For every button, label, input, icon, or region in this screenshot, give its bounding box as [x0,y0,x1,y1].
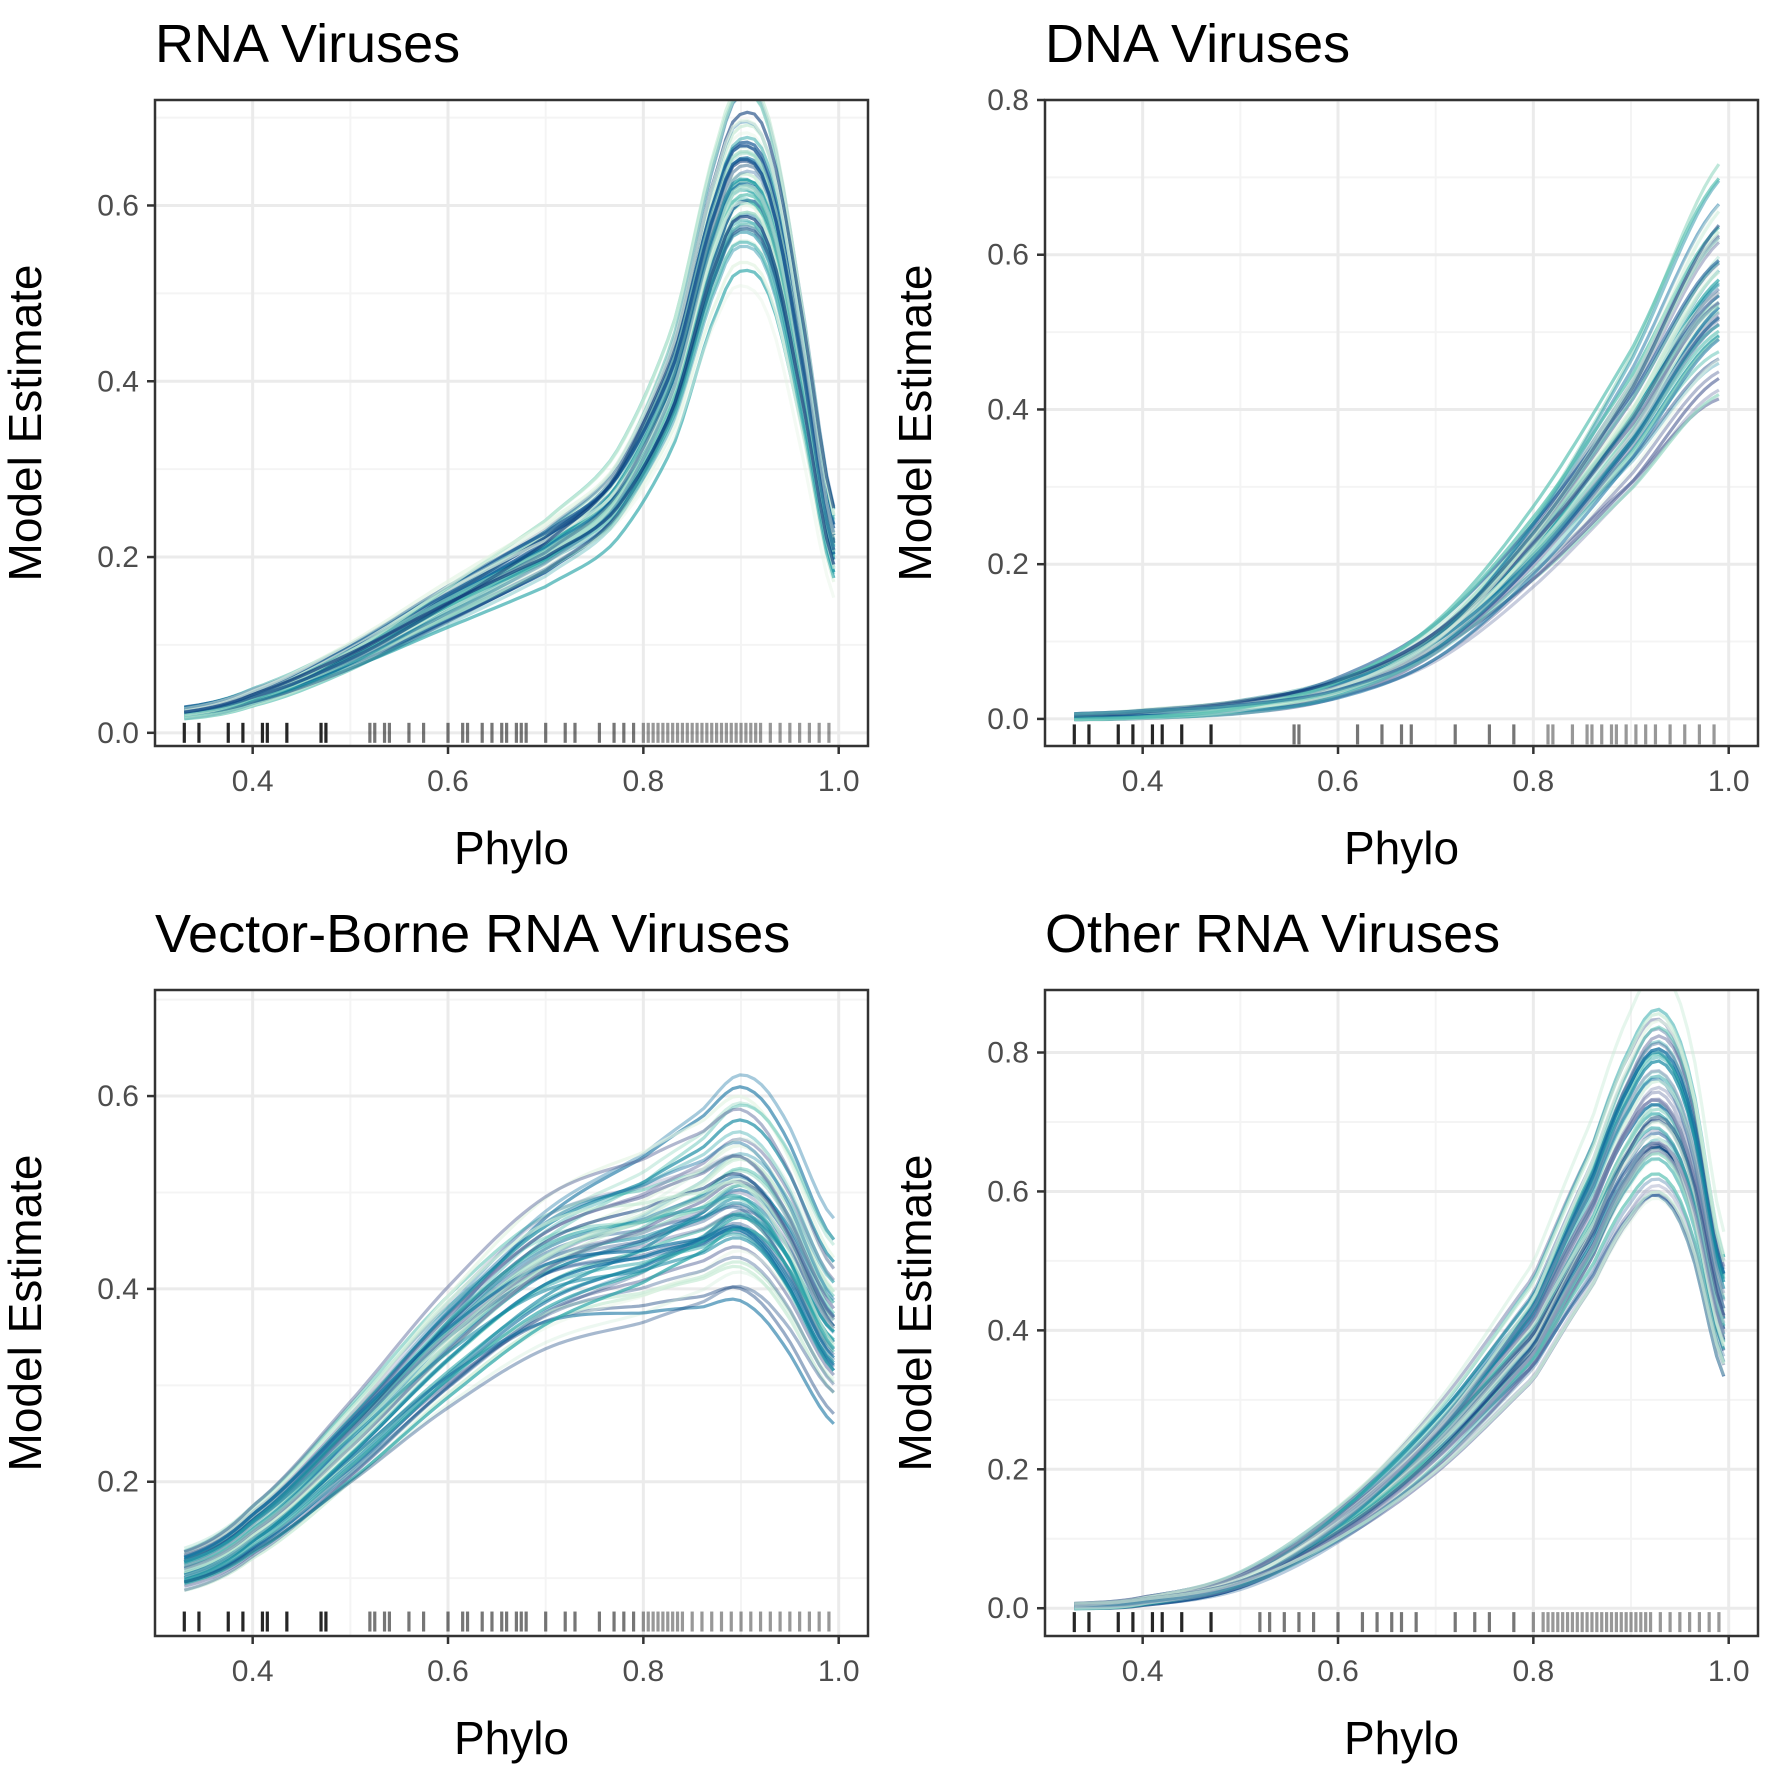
panel-1: 0.4 0.6 0.8 1.0 0.0 0.2 0.4 0.6 RNA Viruses Phylo… [0,14,870,874]
model-curve [183,1179,836,1570]
model-curve [183,1107,836,1554]
y-tick-label: 0.2 [987,1453,1029,1486]
panel-4: 0.4 0.6 0.8 1.0 0.0 0.2 0.4 0.6 0.8 Other RNA Vir… [889,904,1760,1764]
panel-title: DNA Viruses [1045,14,1350,74]
y-tick-label: 0.6 [97,1080,139,1113]
model-curve [184,169,836,714]
x-tick-label: 1.0 [818,1655,860,1688]
model-curve [183,1215,835,1583]
model-curve [184,214,836,714]
panel-border [1043,98,1760,748]
y-tick-label: 0.2 [97,1466,139,1499]
y-tick-label: 0.8 [987,84,1029,117]
y-axis-label: Model Estimate [889,264,941,581]
y-tick-label: 0.6 [97,189,139,222]
model-curve [183,1284,835,1584]
model-curve [1074,316,1720,716]
x-axis-label: Phylo [454,1712,569,1764]
rug [1072,724,1716,745]
model-curve [1074,1011,1726,1608]
y-tick-label: 0.4 [987,1314,1029,1347]
panel-title: RNA Viruses [155,14,460,74]
panel-background [155,100,868,746]
y-axis-label: Model Estimate [0,1154,51,1471]
model-curve [183,1224,836,1559]
x-tick-label: 1.0 [1708,1655,1750,1688]
curve-ensemble [184,100,836,721]
panel-title: Other RNA Viruses [1045,904,1500,964]
y-tick-label: 0.0 [987,703,1029,736]
model-curve [183,1226,835,1585]
x-tick-label: 1.0 [818,765,860,798]
y-tick-label: 0.4 [97,1273,139,1306]
y-tick-label: 0.0 [97,717,139,750]
x-axis-label: Phylo [454,822,569,874]
model-curve [1074,323,1720,720]
model-curve [183,1179,836,1557]
rug [182,1611,831,1632]
x-tick-label: 0.8 [622,765,664,798]
panel-title: Vector-Borne RNA Viruses [155,904,790,964]
x-tick-label: 0.6 [1317,1655,1359,1688]
model-curve [1074,1059,1726,1607]
x-tick-label: 0.8 [1512,1655,1554,1688]
x-axis-label: Phylo [1344,1712,1459,1764]
model-curve [183,1183,835,1577]
x-tick-label: 1.0 [1708,765,1750,798]
x-tick-label: 0.6 [1317,765,1359,798]
model-curve [183,1193,836,1565]
model-curve [184,227,836,716]
x-tick-label: 0.4 [232,1655,274,1688]
x-tick-label: 0.8 [1512,765,1554,798]
model-curve [183,1103,836,1568]
model-curve [183,1297,835,1577]
model-curve [183,1137,835,1572]
y-tick-label: 0.0 [987,1592,1029,1625]
model-curve [183,1130,836,1571]
model-curve [183,1236,835,1564]
y-tick-label: 0.2 [987,548,1029,581]
model-curve [183,1179,836,1578]
x-tick-label: 0.6 [427,1655,469,1688]
panel-border [1043,988,1760,1638]
x-tick-label: 0.6 [427,765,469,798]
model-curve [183,1213,835,1581]
panel-3: 0.4 0.6 0.8 1.0 0.2 0.4 0.6 Vector-Borne RNA Vi… [0,904,870,1764]
model-curve [183,1285,835,1585]
rug [182,722,831,743]
curve-ensemble [1074,163,1721,722]
curve-ensemble [1074,990,1726,1611]
y-axis-label: Model Estimate [0,264,51,581]
x-tick-label: 0.8 [622,1655,664,1688]
y-tick-label: 0.4 [987,393,1029,426]
y-tick-label: 0.2 [97,541,139,574]
x-tick-label: 0.4 [232,765,274,798]
model-curve [1074,177,1721,721]
model-curve [1074,1190,1726,1606]
model-curve [1074,333,1720,716]
x-tick-label: 0.4 [1122,765,1164,798]
y-axis-label: Model Estimate [889,1154,941,1471]
y-tick-label: 0.6 [987,239,1029,272]
rug [1072,1612,1721,1633]
model-curve [184,220,836,715]
panel-border [153,98,870,748]
model-curve [183,1264,835,1593]
panel-border [153,988,870,1638]
model-curve [1074,1069,1726,1608]
y-tick-label: 0.6 [987,1175,1029,1208]
x-axis-label: Phylo [1344,822,1459,874]
y-tick-label: 0.8 [987,1037,1029,1070]
x-tick-label: 0.4 [1122,1655,1164,1688]
y-tick-label: 0.4 [97,365,139,398]
curve-ensemble [183,1073,836,1593]
panel-2: 0.4 0.6 0.8 1.0 0.0 0.2 0.4 0.6 0.8 DNA Viruses Ph… [889,14,1760,874]
model-curve [184,118,836,713]
